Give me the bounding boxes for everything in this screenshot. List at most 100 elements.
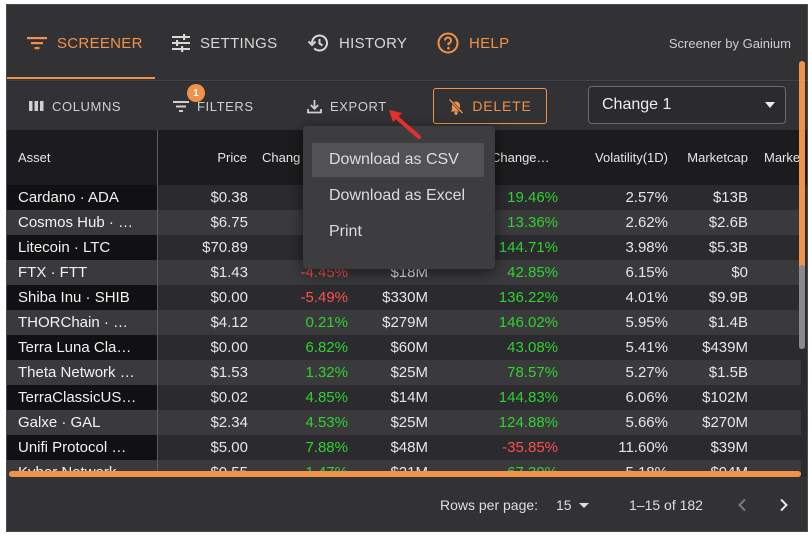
help-icon	[437, 32, 459, 54]
top-nav: SCREENER SETTINGS HISTORY HELP Screener …	[7, 5, 807, 81]
cell-change2: 19.46%	[507, 189, 558, 206]
table-row[interactable]: Unifi Protocol … $5.00 7.88% $48M -35.85% 11.…	[7, 435, 801, 460]
menu-item-download-csv[interactable]: Download as CSV	[312, 143, 484, 177]
cell-volume: $279M	[382, 314, 428, 331]
cell-marketcap: $102M	[702, 389, 748, 406]
cell-asset: TerraClassicUS…	[18, 389, 137, 406]
prev-page-button[interactable]	[737, 477, 747, 531]
menu-item-download-excel[interactable]: Download as Excel	[329, 187, 466, 204]
filters-button[interactable]: FILTERS	[173, 82, 254, 130]
vertical-scrollbar-track[interactable]	[799, 265, 805, 349]
cell-asset: Galxe · GAL	[18, 414, 101, 431]
cell-marketcap: $2.6B	[708, 214, 748, 231]
cell-price: $0.00	[210, 339, 248, 356]
cell-change: 1.32%	[305, 364, 348, 381]
annotation-arrow-icon	[389, 110, 421, 139]
columns-button[interactable]: COLUMNS	[29, 82, 121, 130]
table-row[interactable]: Theta Network … $1.53 1.32% $25M 78.57% 5.27%…	[7, 360, 801, 385]
cell-price: $1.53	[210, 364, 248, 381]
next-page-button[interactable]	[779, 477, 789, 531]
cell-volume: $60M	[390, 339, 428, 356]
header-change[interactable]: Chang	[262, 150, 301, 165]
table-row[interactable]: Galxe · GAL $2.34 4.53% $25M 124.88% 5.66% $27…	[7, 410, 801, 435]
chevron-down-icon	[578, 502, 589, 508]
cell-change2: 78.57%	[507, 364, 558, 381]
rows-per-page-value: 15	[556, 497, 572, 513]
cell-marketcap: $1.5B	[708, 364, 748, 381]
column-divider	[157, 130, 158, 477]
header-change-2[interactable]: Change…	[491, 150, 550, 165]
tab-help-label: HELP	[469, 34, 510, 52]
filter-lines-icon	[27, 37, 47, 50]
header-price[interactable]: Price	[217, 150, 247, 165]
screener-table: Asset Price Chang Change… Volatility(1D)…	[7, 130, 807, 477]
vertical-scrollbar[interactable]	[799, 61, 805, 349]
bell-off-icon	[448, 98, 464, 115]
filter-icon	[173, 100, 189, 112]
history-icon	[307, 34, 328, 52]
cell-volatility: 11.60%	[618, 439, 668, 456]
tab-help[interactable]: HELP	[437, 5, 509, 81]
columns-icon	[29, 101, 44, 111]
cell-volatility: 6.15%	[625, 264, 668, 281]
cell-volatility: 3.98%	[625, 239, 668, 256]
cell-volatility: 5.95%	[625, 314, 668, 331]
delete-label: DELETE	[472, 98, 532, 114]
rows-per-page-label: Rows per page:	[440, 497, 539, 513]
cell-price: $1.43	[210, 264, 248, 281]
cell-marketcap: $1.4B	[708, 314, 748, 331]
export-label: EXPORT	[330, 98, 387, 114]
tab-settings-label: SETTINGS	[200, 34, 278, 52]
cell-volatility: 5.27%	[625, 364, 668, 381]
tab-screener[interactable]: SCREENER	[27, 5, 143, 81]
table-row[interactable]: Cardano · ADA$0.38-19.46%2.57%$13B	[7, 185, 801, 210]
tab-history[interactable]: HISTORY	[307, 5, 407, 81]
cell-change: 0.21%	[305, 314, 348, 331]
cell-volatility: 2.57%	[625, 189, 668, 206]
change-select[interactable]: Change 1	[588, 86, 786, 124]
cell-volume: $14M	[390, 389, 428, 406]
table-row[interactable]: Terra Luna Cla… $0.00 6.82% $60M 43.08% 5.41%…	[7, 335, 801, 360]
chevron-left-icon	[738, 498, 746, 512]
tab-screener-label: SCREENER	[57, 34, 143, 52]
columns-label: COLUMNS	[52, 98, 122, 114]
export-menu: Download as CSV Download as Excel Print	[303, 126, 495, 269]
export-button[interactable]: EXPORT	[307, 82, 387, 130]
header-asset[interactable]: Asset	[18, 150, 51, 165]
cell-volatility: 2.62%	[625, 214, 668, 231]
header-market[interactable]: Market	[764, 150, 804, 165]
tab-settings[interactable]: SETTINGS	[172, 5, 277, 81]
filters-count-badge: 1	[187, 84, 205, 102]
cell-price: $70.89	[202, 239, 248, 256]
delete-button[interactable]: DELETE	[433, 88, 547, 124]
cell-price: $4.12	[210, 314, 248, 331]
header-volatility[interactable]: Volatility(1D)	[595, 150, 668, 165]
active-tab-indicator	[7, 77, 155, 79]
cell-asset: Cosmos Hub · …	[18, 214, 134, 231]
table-row[interactable]: Shiba Inu · SHIB $0.00 -5.49% $330M 136.22% 4…	[7, 285, 801, 310]
cell-asset: Theta Network …	[18, 364, 135, 381]
cell-price: $5.00	[210, 439, 248, 456]
chevron-down-icon	[765, 102, 775, 108]
cell-marketcap: $439M	[702, 339, 748, 356]
table-row[interactable]: THORChain · … $4.12 0.21% $279M 146.02% 5.95%…	[7, 310, 801, 335]
brand-label: Screener by Gainium	[668, 35, 791, 51]
cell-price: $2.34	[210, 414, 248, 431]
cell-change2: 42.85%	[507, 264, 558, 281]
chevron-right-icon	[780, 498, 788, 512]
horizontal-scrollbar[interactable]	[9, 471, 801, 477]
menu-item-print[interactable]: Print	[329, 223, 362, 240]
rows-per-page-select[interactable]: 15	[556, 477, 589, 531]
header-marketcap[interactable]: Marketcap	[687, 150, 748, 165]
cell-marketcap: $9.9B	[708, 289, 748, 306]
table-row[interactable]: TerraClassicUS… $0.02 4.85% $14M 144.83% 6.06…	[7, 385, 801, 410]
cell-change2: 13.36%	[507, 214, 558, 231]
screener-app: SCREENER SETTINGS HISTORY HELP Screener …	[6, 4, 808, 532]
cell-change2: 146.02%	[498, 314, 558, 331]
cell-volatility: 4.01%	[625, 289, 668, 306]
cell-price: $6.75	[210, 214, 248, 231]
cell-change: 6.82%	[305, 339, 348, 356]
cell-volume: $25M	[390, 364, 428, 381]
table-toolbar: COLUMNS FILTERS EXPORT DELETE Change 1	[7, 82, 807, 130]
cell-asset: Unifi Protocol …	[18, 439, 127, 456]
